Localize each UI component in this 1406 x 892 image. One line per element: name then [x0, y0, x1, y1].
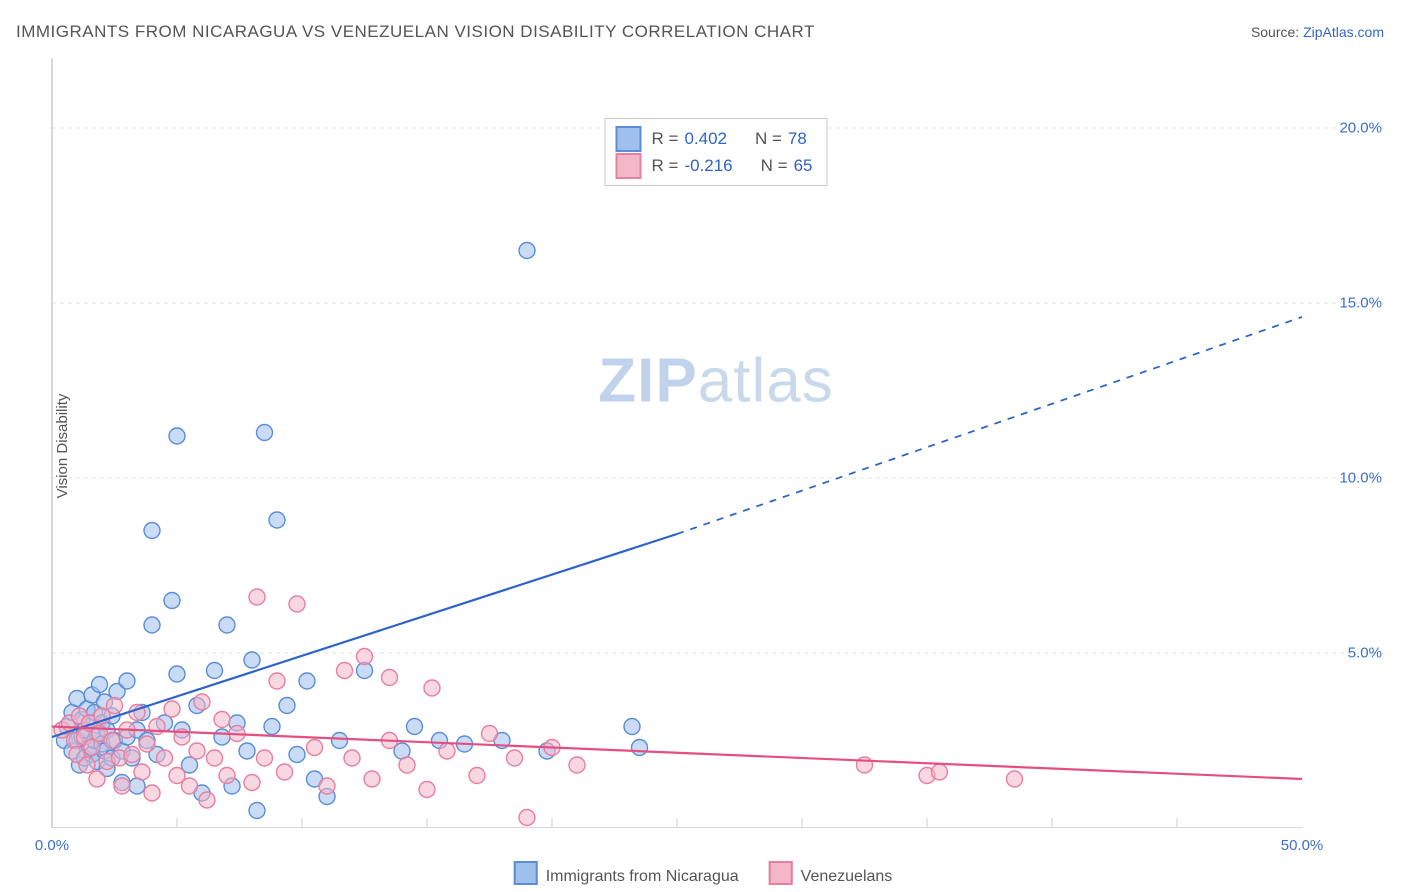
source-prefix: Source:	[1251, 24, 1303, 40]
legend-label-nicaragua: Immigrants from Nicaragua	[546, 868, 739, 885]
y-tick-label: 15.0%	[1339, 295, 1382, 312]
swatch-nicaragua-icon	[514, 861, 538, 885]
legend-item-venezuela: Venezuelans	[769, 861, 893, 886]
r-value-venezuela: -0.216	[684, 152, 732, 179]
n-value-nicaragua: 78	[788, 125, 807, 152]
n-label: N =	[755, 125, 782, 152]
plot-area: ZIPatlas R = 0.402 N = 78 R = -0.216 N =	[46, 58, 1386, 828]
y-tick-label: 20.0%	[1339, 120, 1382, 137]
x-tick-label: 0.0%	[35, 837, 69, 854]
r-label: R =	[652, 125, 679, 152]
y-tick-label: 10.0%	[1339, 470, 1382, 487]
r-label: R =	[652, 152, 679, 179]
swatch-venezuela-icon	[769, 861, 793, 885]
swatch-venezuela	[616, 153, 642, 179]
chart-title: IMMIGRANTS FROM NICARAGUA VS VENEZUELAN …	[16, 22, 815, 42]
source-attribution: Source: ZipAtlas.com	[1251, 24, 1384, 40]
n-value-venezuela: 65	[794, 152, 813, 179]
legend-label-venezuela: Venezuelans	[801, 868, 893, 885]
y-tick-label: 5.0%	[1348, 645, 1382, 662]
x-tick-label: 50.0%	[1281, 837, 1324, 854]
swatch-nicaragua	[616, 126, 642, 152]
series-legend: Immigrants from Nicaragua Venezuelans	[514, 861, 893, 886]
correlation-legend: R = 0.402 N = 78 R = -0.216 N = 65	[605, 118, 828, 186]
r-value-nicaragua: 0.402	[684, 125, 727, 152]
n-label: N =	[761, 152, 788, 179]
legend-row-venezuela: R = -0.216 N = 65	[616, 152, 813, 179]
legend-item-nicaragua: Immigrants from Nicaragua	[514, 861, 739, 886]
source-link[interactable]: ZipAtlas.com	[1303, 24, 1384, 40]
legend-row-nicaragua: R = 0.402 N = 78	[616, 125, 813, 152]
